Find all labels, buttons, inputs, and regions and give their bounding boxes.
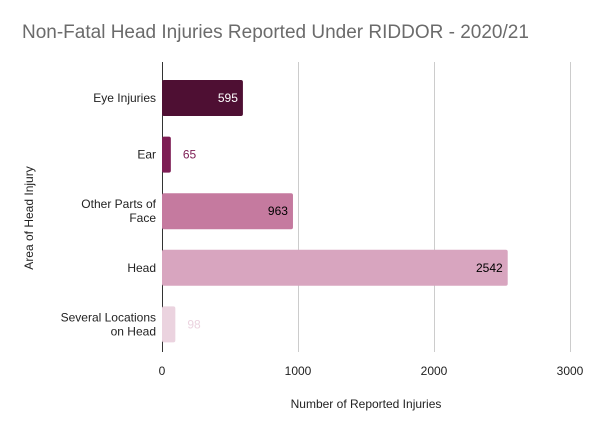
category-label: Several Locations on Head: [61, 310, 156, 338]
x-tick-label: 3000: [557, 364, 584, 378]
data-label: 65: [183, 148, 197, 162]
bar: [162, 306, 176, 343]
bar: [162, 136, 171, 173]
data-label: 963: [268, 204, 288, 218]
data-labels: 595 65 963 2542 98: [183, 91, 503, 331]
bar: [162, 193, 293, 230]
category-label: Ear: [137, 148, 156, 162]
x-tick-labels: 0 1000 2000 3000: [159, 364, 584, 378]
x-axis-title: Number of Reported Injuries: [291, 397, 442, 411]
x-tick-label: 0: [159, 364, 166, 378]
category-label: Head: [127, 261, 156, 275]
data-label: 595: [218, 91, 238, 105]
x-tick-label: 2000: [421, 364, 448, 378]
bar: [162, 80, 243, 116]
data-label: 98: [187, 317, 201, 331]
category-label: Eye Injuries: [93, 91, 156, 105]
y-axis-title: Area of Head Injury: [22, 166, 36, 269]
x-tick-label: 1000: [285, 364, 312, 378]
data-label: 2542: [476, 261, 503, 275]
category-labels: Eye Injuries Ear Other Parts of Face Head Sev…: [61, 91, 157, 338]
category-label: Other Parts of Face: [81, 197, 156, 225]
chart-title: Non-Fatal Head Injuries Reported Under R…: [22, 22, 529, 43]
bars: [162, 80, 508, 343]
bar: [162, 249, 508, 286]
